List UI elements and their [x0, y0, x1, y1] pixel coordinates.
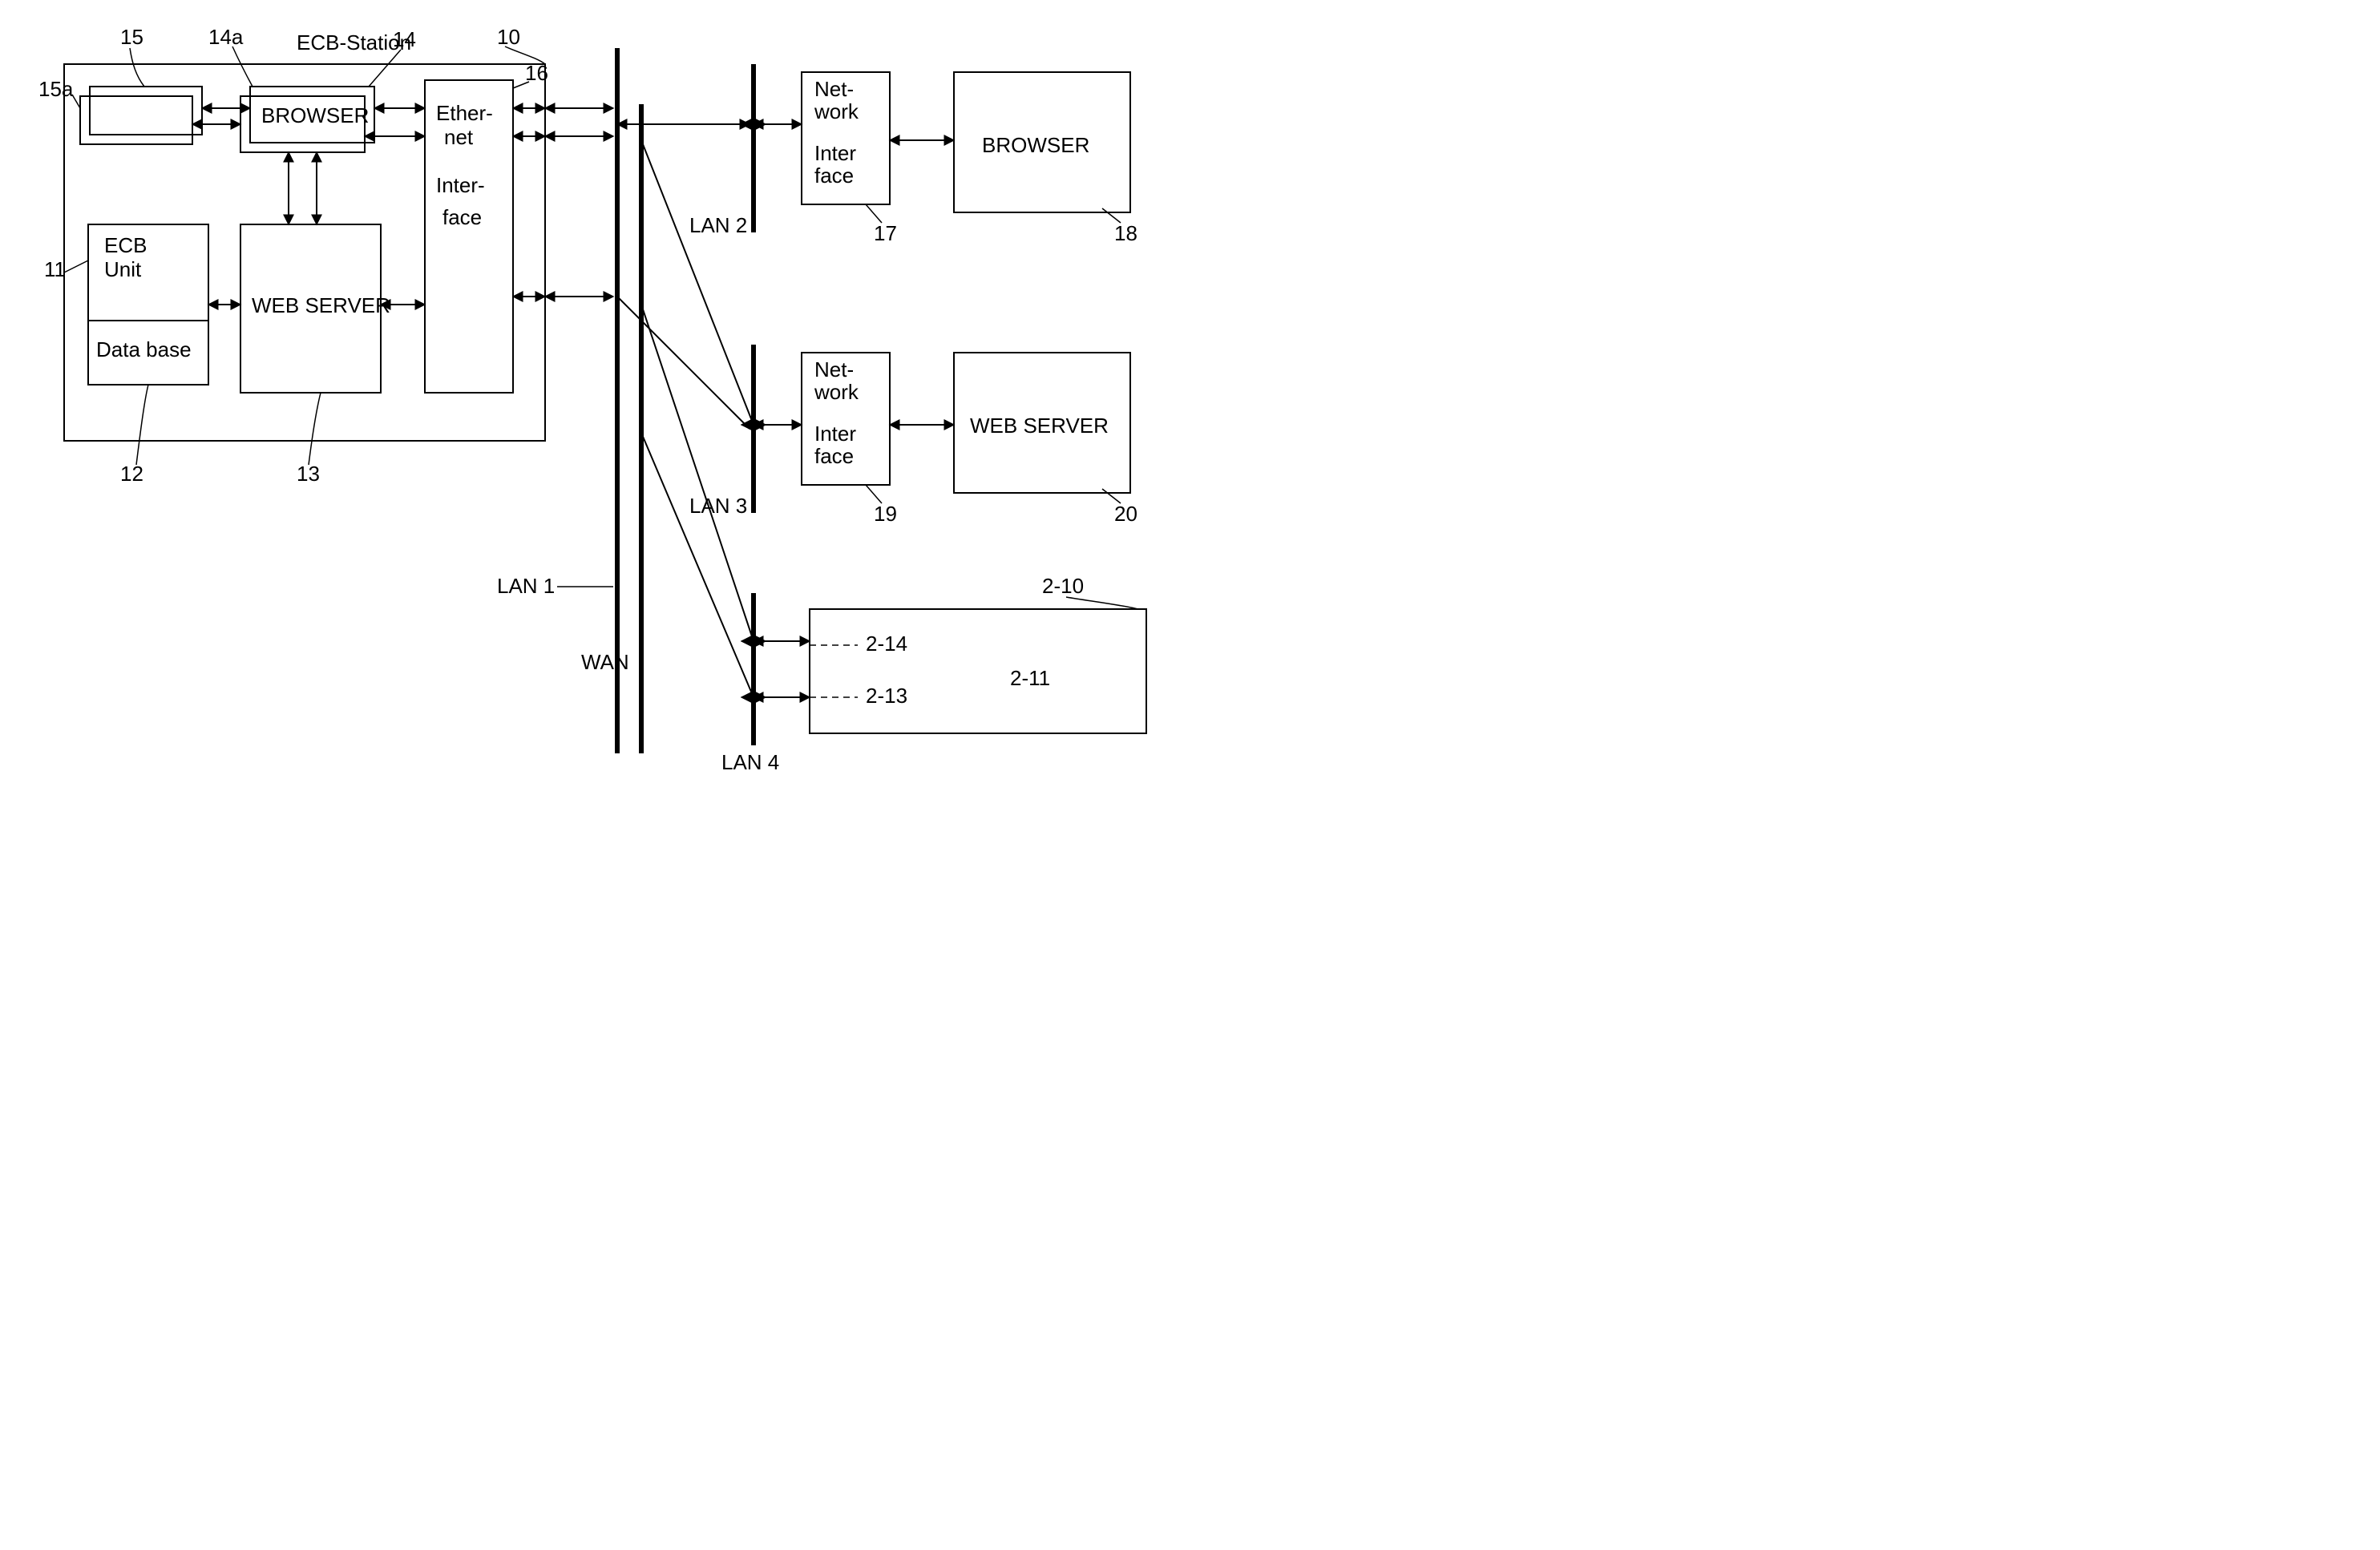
svg-text:face: face — [814, 163, 854, 188]
svg-text:18: 18 — [1114, 221, 1137, 245]
svg-text:17: 17 — [874, 221, 897, 245]
svg-text:20: 20 — [1114, 502, 1137, 526]
svg-text:BROWSER: BROWSER — [982, 133, 1089, 157]
svg-text:Inter: Inter — [814, 141, 856, 165]
svg-text:WEB SERVER: WEB SERVER — [970, 414, 1109, 438]
svg-text:2-14: 2-14 — [866, 632, 907, 656]
svg-text:15a: 15a — [38, 77, 74, 101]
svg-text:19: 19 — [874, 502, 897, 526]
svg-text:BROWSER: BROWSER — [261, 103, 369, 127]
svg-text:14a: 14a — [208, 25, 244, 49]
svg-text:Net-: Net- — [814, 357, 854, 381]
svg-text:net: net — [444, 125, 474, 149]
svg-text:ECB: ECB — [104, 233, 147, 257]
svg-text:Unit: Unit — [104, 257, 142, 281]
svg-text:14: 14 — [393, 27, 416, 51]
svg-text:Inter-: Inter- — [436, 173, 485, 197]
svg-text:13: 13 — [297, 462, 320, 486]
svg-text:LAN 1: LAN 1 — [497, 574, 555, 598]
svg-text:LAN 4: LAN 4 — [721, 750, 779, 774]
svg-text:Data base: Data base — [96, 337, 192, 361]
svg-text:WEB SERVER: WEB SERVER — [252, 293, 390, 317]
svg-text:work: work — [814, 99, 859, 123]
svg-text:LAN 3: LAN 3 — [689, 494, 747, 518]
svg-text:2-13: 2-13 — [866, 684, 907, 708]
svg-text:work: work — [814, 380, 859, 404]
svg-text:12: 12 — [120, 462, 143, 486]
svg-text:face: face — [442, 205, 482, 229]
svg-text:2-11: 2-11 — [1010, 666, 1050, 690]
svg-text:Net-: Net- — [814, 77, 854, 101]
svg-text:Ether-: Ether- — [436, 101, 493, 125]
svg-text:WAN: WAN — [581, 650, 629, 674]
svg-text:2-10: 2-10 — [1042, 574, 1084, 598]
svg-text:11: 11 — [44, 257, 66, 281]
svg-text:face: face — [814, 444, 854, 468]
svg-text:Inter: Inter — [814, 422, 856, 446]
svg-text:LAN 2: LAN 2 — [689, 213, 747, 237]
svg-text:15: 15 — [120, 25, 143, 49]
svg-text:10: 10 — [497, 25, 520, 49]
